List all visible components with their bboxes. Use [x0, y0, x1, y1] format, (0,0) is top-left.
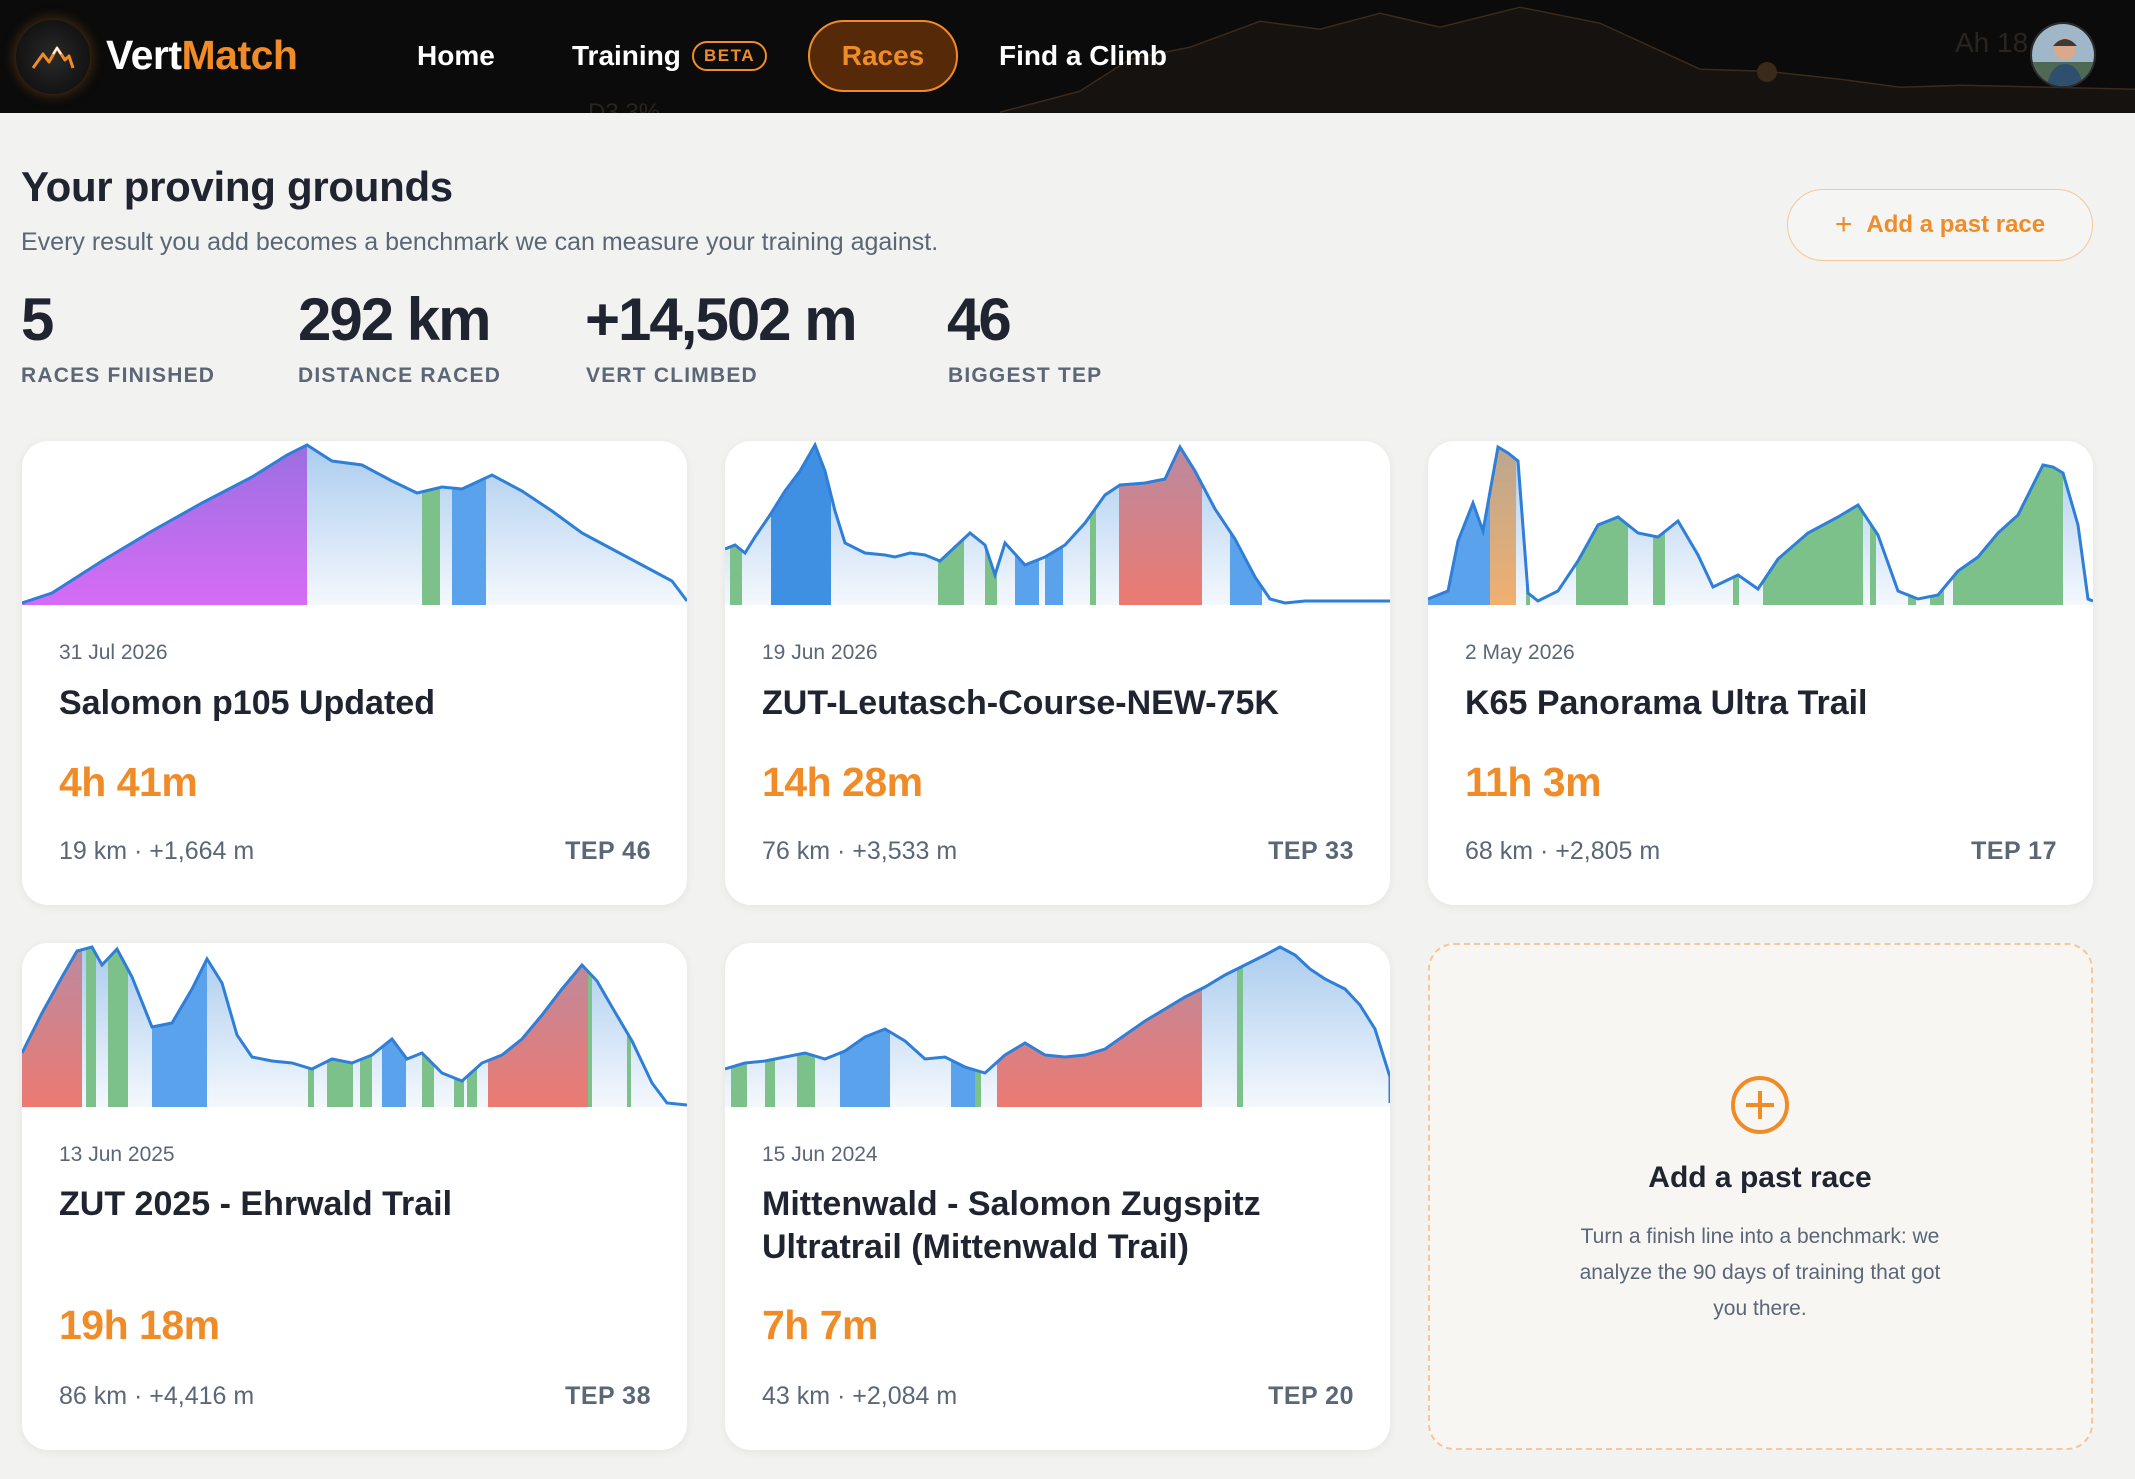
- race-finish-time: 7h 7m: [762, 1302, 879, 1348]
- race-date: 13 Jun 2025: [59, 1143, 175, 1166]
- add-past-race-label: Add a past race: [1866, 211, 2046, 238]
- race-card[interactable]: 19 Jun 2026 ZUT-Leutasch-Course-NEW-75K …: [725, 441, 1390, 905]
- plus-icon: +: [1834, 208, 1853, 241]
- race-tep-score: TEP 33: [1268, 837, 1354, 865]
- race-name: Salomon p105 Updated: [59, 684, 435, 722]
- add-past-race-button[interactable]: + Add a past race: [1787, 189, 2093, 261]
- top-navigation-bar: Ah 18 D3 3% VertMatch Home Training BETA…: [0, 0, 2135, 113]
- stat-vert-label: VERT CLIMBED: [586, 364, 758, 387]
- race-name: K65 Panorama Ultra Trail: [1465, 684, 1868, 722]
- race-tep-score: TEP 17: [1971, 837, 2057, 865]
- race-card[interactable]: 2 May 2026 K65 Panorama Ultra Trail 11h …: [1428, 441, 2093, 905]
- stat-vert-value: +14,502 m: [585, 286, 858, 353]
- race-name: Mittenwald - Salomon Zugspitz Ultratrail…: [762, 1185, 1261, 1266]
- elevation-profile-chart: [22, 443, 687, 605]
- race-tep-score: TEP 46: [565, 837, 651, 865]
- add-card-title: Add a past race: [1648, 1161, 1872, 1194]
- race-tep-score: TEP 38: [565, 1382, 651, 1410]
- race-distance-vert: 43 km · +2,084 m: [762, 1382, 958, 1410]
- race-card[interactable]: 13 Jun 2025 ZUT 2025 - Ehrwald Trail 19h…: [22, 943, 687, 1450]
- stat-biggest-tep-label: BIGGEST TEP: [948, 364, 1103, 387]
- nav-races[interactable]: Races: [808, 20, 958, 92]
- stat-distance-label: DISTANCE RACED: [298, 364, 502, 387]
- page-title: Your proving grounds: [21, 163, 453, 210]
- elevation-profile-chart: [725, 441, 1390, 605]
- user-avatar[interactable]: [2030, 22, 2096, 88]
- nav-home[interactable]: Home: [417, 40, 495, 71]
- training-beta-badge: BETA: [692, 41, 768, 71]
- nav-find-a-climb[interactable]: Find a Climb: [999, 40, 1167, 71]
- race-distance-vert: 76 km · +3,533 m: [762, 837, 958, 865]
- add-circle-icon: [1731, 1076, 1789, 1134]
- header-elevation-graphic: Ah 18 D3 3%: [588, 6, 2135, 113]
- race-finish-time: 19h 18m: [59, 1302, 220, 1348]
- race-tep-score: TEP 20: [1268, 1382, 1354, 1410]
- logo-mountain-icon[interactable]: [16, 20, 90, 94]
- race-finish-time: 4h 41m: [59, 759, 198, 805]
- stat-races-finished-label: RACES FINISHED: [21, 364, 216, 387]
- race-card[interactable]: 31 Jul 2026 Salomon p105 Updated 4h 41m …: [22, 441, 687, 905]
- add-card-description: Turn a finish line into a benchmark: we …: [1579, 1225, 1941, 1320]
- stat-races-finished-value: 5: [21, 286, 54, 353]
- brand-name[interactable]: VertMatch: [106, 29, 298, 81]
- stat-distance-value: 292 km: [298, 286, 491, 353]
- elevation-profile-chart: [725, 945, 1390, 1107]
- race-date: 31 Jul 2026: [59, 641, 168, 664]
- stat-biggest-tep-value: 46: [947, 286, 1012, 353]
- race-date: 2 May 2026: [1465, 641, 1575, 664]
- brand-name-part1: Vert: [106, 32, 182, 78]
- race-finish-time: 11h 3m: [1465, 759, 1602, 805]
- race-card[interactable]: 15 Jun 2024 Mittenwald - Salomon Zugspit…: [725, 943, 1390, 1450]
- race-distance-vert: 86 km · +4,416 m: [59, 1382, 255, 1410]
- race-distance-vert: 68 km · +2,805 m: [1465, 837, 1661, 865]
- header-bg-text-bottom: D3 3%: [588, 99, 660, 113]
- race-date: 19 Jun 2026: [762, 641, 878, 664]
- race-finish-time: 14h 28m: [762, 759, 923, 805]
- nav-training[interactable]: Training: [572, 40, 681, 71]
- header-bg-text-top: Ah 18: [1955, 27, 2028, 58]
- race-date: 15 Jun 2024: [762, 1143, 878, 1166]
- elevation-profile-chart: [1428, 444, 2093, 605]
- add-past-race-card[interactable]: Add a past race Turn a finish line into …: [1428, 943, 2093, 1450]
- race-name: ZUT-Leutasch-Course-NEW-75K: [762, 684, 1279, 722]
- race-name: ZUT 2025 - Ehrwald Trail: [59, 1185, 453, 1223]
- page-subtitle: Every result you add becomes a benchmark…: [21, 228, 939, 256]
- elevation-profile-chart: [22, 945, 687, 1107]
- brand-name-part2: Match: [181, 32, 298, 78]
- race-distance-vert: 19 km · +1,664 m: [59, 837, 255, 865]
